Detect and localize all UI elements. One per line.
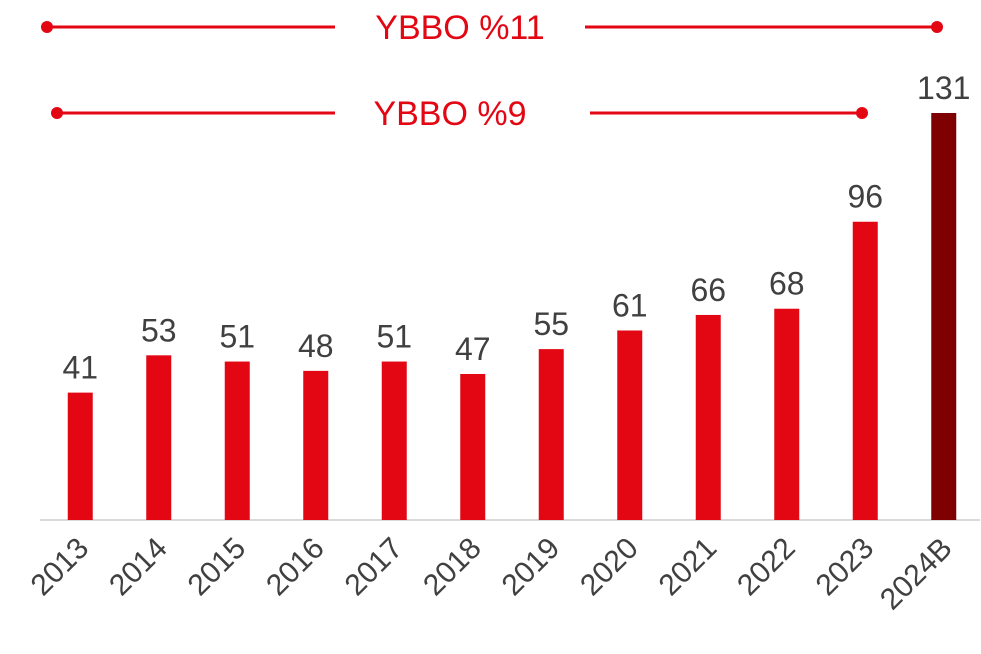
bar: [146, 355, 172, 520]
x-tick-label: 2017: [339, 532, 410, 603]
annotation-label: YBBO %9: [373, 95, 526, 133]
bar: [931, 113, 957, 520]
annotation-dot: [856, 107, 868, 119]
data-label: 61: [612, 287, 648, 323]
data-label: 55: [533, 306, 569, 342]
data-label: 51: [219, 319, 255, 355]
annotation-11: YBBO %11: [41, 9, 943, 47]
annotation-dot: [51, 107, 63, 119]
data-label: 48: [298, 328, 334, 364]
x-tick-label: 2016: [260, 532, 331, 603]
x-tick-label: 2022: [731, 532, 802, 603]
bar: [67, 392, 93, 520]
x-tick-label: 2020: [574, 532, 645, 603]
x-tick-label: 2019: [496, 532, 567, 603]
x-tick-label: 2015: [182, 532, 253, 603]
data-label: 51: [376, 319, 412, 355]
bar: [303, 370, 329, 520]
x-tick-label: 2024B: [874, 532, 959, 617]
data-label: 68: [769, 266, 805, 302]
bar: [852, 221, 878, 520]
annotation-dot: [41, 21, 53, 33]
data-label: 131: [917, 70, 970, 106]
x-tick-label: 2014: [103, 532, 174, 603]
data-label: 41: [62, 350, 98, 386]
bar: [381, 361, 407, 520]
data-label: 53: [141, 312, 177, 348]
annotation-label: YBBO %11: [375, 9, 544, 47]
bar: [224, 361, 250, 520]
x-tick-label: 2021: [653, 532, 724, 603]
data-label: 96: [847, 179, 883, 215]
x-tick-label: 2018: [417, 532, 488, 603]
data-label: 47: [455, 331, 491, 367]
annotation-9: YBBO %9: [51, 95, 868, 133]
bar: [460, 373, 486, 520]
data-label: 66: [690, 272, 726, 308]
x-tick-label: 2013: [25, 532, 96, 603]
annotation-dot: [931, 21, 943, 33]
bar: [538, 349, 564, 520]
bar: [695, 314, 721, 520]
x-tick-label: 2023: [810, 532, 881, 603]
bar: [774, 308, 800, 520]
bar: [617, 330, 643, 520]
